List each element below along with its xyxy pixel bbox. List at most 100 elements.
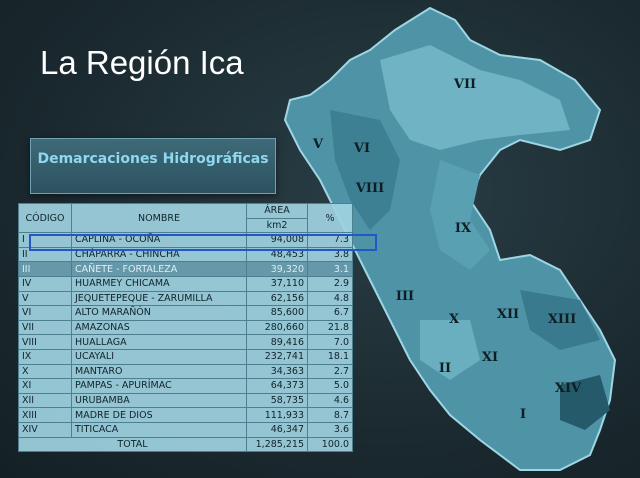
table-row: XII URUBAMBA 58,735 4.6 [18,392,353,409]
table-cell: 37,110 [246,275,308,292]
header-cell: % [307,202,353,234]
table-cell: 46,347 [246,421,308,438]
table-cell: 4.8 [307,290,353,307]
table-cell: 48,453 [246,246,308,263]
map-label: XIV [555,381,582,396]
header-cell: NOMBRE [71,202,247,234]
table-cell: CHÁPARRA - CHINCHA [71,246,247,263]
data-table: CÓDIGO NOMBRE ÁREA % km2 I CAPLINA - OCOÑ… [18,202,353,453]
table-cell: V [18,290,72,307]
table-cell: 280,660 [246,319,308,336]
table-cell: UCAYALI [71,348,247,365]
table-cell: 89,416 [246,334,308,350]
map-label: IX [455,221,472,236]
table-cell: XIII [18,407,72,423]
map-label: V [312,137,324,152]
header-cell: km2 [246,217,308,234]
table-cell: III [18,261,72,277]
table-row: IX UCAYALI 232,741 18.1 [18,348,353,365]
map-label: VI [353,141,370,156]
table-cell: PAMPAS - APURÍMAC [71,378,247,394]
table-cell: 100.0 [307,436,353,453]
map-region [520,290,600,350]
subtitle-box: Demarcaciones Hidrográficas [30,138,276,194]
table-cell: 7.0 [307,334,353,350]
map-label: X [449,312,460,327]
table-row: VI ALTO MARAÑÓN 85,600 6.7 [18,305,353,321]
table-cell: 1,285,215 [246,436,308,453]
table-row: II CHÁPARRA - CHINCHA 48,453 3.8 [18,246,353,263]
table-cell: 2.9 [307,275,353,292]
table-cell: MANTARO [71,363,247,380]
subtitle: Demarcaciones Hidrográficas [37,151,269,167]
table-cell: AMAZONAS [71,319,247,336]
table-cell: CAÑETE - FORTALEZA [71,261,247,277]
table-cell: XIV [18,421,72,438]
table-row: X MANTARO 34,363 2.7 [18,363,353,380]
table-cell: 2.7 [307,363,353,380]
table-cell: 94,008 [246,232,308,248]
map-region [430,160,490,270]
table-cell: 7.3 [307,232,353,248]
table-cell: VII [18,319,72,336]
table-row: V JEQUETEPEQUE - ZARUMILLA 62,156 4.8 [18,290,353,307]
table-row: I CAPLINA - OCOÑA 94,008 7.3 [18,232,353,248]
table-cell: 111,933 [246,407,308,423]
table-row: XIV TITICACA 46,347 3.6 [18,421,353,438]
map-region [380,45,570,150]
table-cell: 85,600 [246,305,308,321]
table-cell: JEQUETEPEQUE - ZARUMILLA [71,290,247,307]
map-label: I [520,407,526,422]
table-cell: HUALLAGA [71,334,247,350]
map-label: III [396,289,414,304]
table-row: VII AMAZONAS 280,660 21.8 [18,319,353,336]
table-cell: 5.0 [307,378,353,394]
map-region [560,375,610,430]
table-cell: 3.8 [307,246,353,263]
table-cell: 18.1 [307,348,353,365]
table-cell: TITICACA [71,421,247,438]
map-region [420,320,480,380]
header-cell: CÓDIGO [18,202,72,234]
table-cell: VIII [18,334,72,350]
table-cell: IV [18,275,72,292]
total-row: TOTAL 1,285,215 100.0 [18,436,353,453]
table-cell: VI [18,305,72,321]
table-row: XI PAMPAS - APURÍMAC 64,373 5.0 [18,378,353,394]
table-cell: X [18,363,72,380]
table-cell: CAPLINA - OCOÑA [71,232,247,248]
slide-title: La Región Ica [40,44,244,81]
table-cell: 62,156 [246,290,308,307]
table-row: IV HUARMEY CHICAMA 37,110 2.9 [18,275,353,292]
map-region [330,110,400,230]
table-cell: HUARMEY CHICAMA [71,275,247,292]
table-cell: IX [18,348,72,365]
table-cell: ALTO MARAÑÓN [71,305,247,321]
table-cell: XII [18,392,72,409]
header-cell: ÁREA [246,203,308,219]
table-cell: 58,735 [246,392,308,409]
map-label: XII [497,307,519,322]
table-cell: 64,373 [246,378,308,394]
table-cell: URUBAMBA [71,392,247,409]
map-label: II [439,361,451,376]
table-cell: MADRE DE DIOS [71,407,247,423]
table-cell: XI [18,378,72,394]
map-label: VII [453,77,476,92]
table-cell: 39,320 [246,261,308,277]
table-cell: 21.8 [307,319,353,336]
table-cell: 4.6 [307,392,353,409]
table-cell: II [18,246,72,263]
map-label: VIII [355,181,384,196]
table-row: III CAÑETE - FORTALEZA 39,320 3.1 [18,261,353,277]
table-row: XIII MADRE DE DIOS 111,933 8.7 [18,407,353,423]
table-row: VIII HUALLAGA 89,416 7.0 [18,334,353,350]
map-label: XIII [548,312,576,327]
table-cell: 232,741 [246,348,308,365]
table-cell: 8.7 [307,407,353,423]
table-cell: 34,363 [246,363,308,380]
table-cell: TOTAL [18,436,247,453]
table-cell: 3.1 [307,261,353,277]
